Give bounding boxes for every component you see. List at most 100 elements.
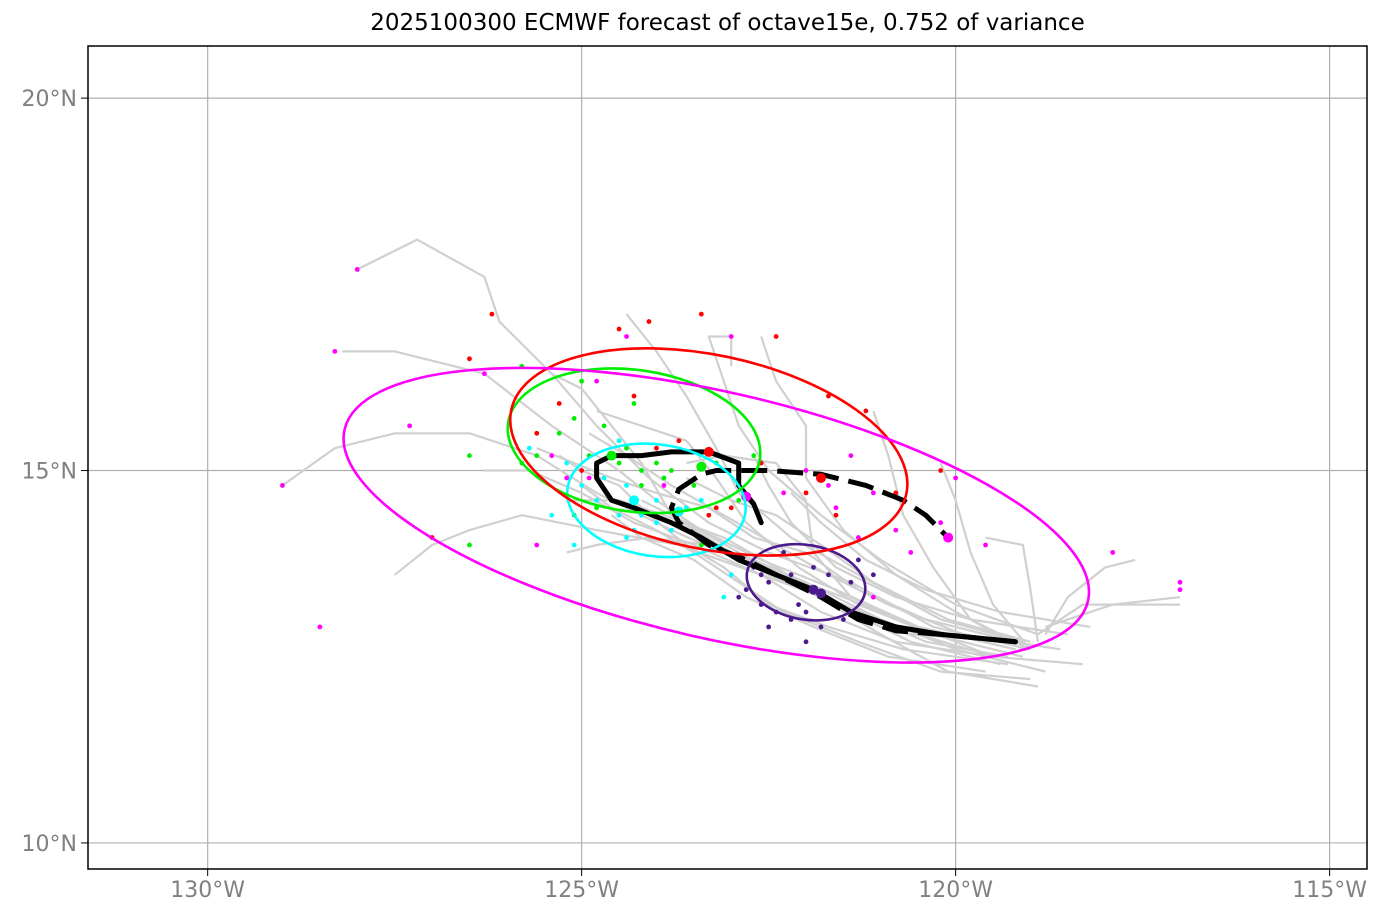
member-position-t2-16: [654, 520, 659, 526]
member-position-t3-20: [467, 542, 472, 548]
member-position-t2-15: [571, 542, 577, 548]
member-position-t5-20: [1177, 587, 1183, 593]
track-position-marker-9: [943, 532, 954, 543]
member-position-t2-13: [721, 594, 727, 600]
ensemble-track-12: [1037, 603, 1180, 636]
member-position-t1-11: [811, 564, 816, 570]
member-position-t2-3: [624, 483, 629, 488]
member-position-t4-7: [489, 311, 495, 317]
member-position-t5-23: [848, 453, 854, 459]
member-position-t5-19: [1110, 550, 1116, 555]
uncertainty-ellipse-t2: [565, 442, 747, 559]
member-position-t2-12: [728, 572, 734, 578]
ensemble-track-23: [596, 409, 1024, 658]
member-position-t2-4: [654, 497, 659, 503]
member-position-t5-14: [855, 535, 861, 540]
track-position-marker-1: [815, 588, 826, 599]
chart-title: 2025100300 ECMWF forecast of octave15e, …: [370, 10, 1085, 36]
x-tick-label: 115°W: [1292, 878, 1367, 903]
member-position-t5-13: [893, 527, 899, 533]
member-position-t4-12: [713, 505, 719, 511]
member-position-t2-7: [683, 505, 689, 511]
ensemble-track-5: [707, 335, 1039, 636]
member-position-t1-10: [781, 550, 786, 555]
member-position-t4-13: [728, 505, 734, 511]
member-position-t3-17: [751, 453, 757, 459]
uncertainty-ellipse-t1: [745, 542, 867, 622]
member-position-t5-9: [624, 334, 629, 339]
member-position-t5-10: [594, 378, 600, 384]
ensemble-track-26: [610, 514, 986, 673]
ensemble-track-19: [484, 469, 994, 658]
ensemble-track-21: [790, 492, 1091, 628]
x-tick-label: 125°W: [544, 878, 619, 903]
mean-track-dashed: [668, 468, 1016, 645]
member-position-t3-8: [534, 453, 540, 459]
member-position-t1-22: [758, 572, 764, 578]
member-position-t2-9: [601, 475, 607, 481]
y-tick-label: 10°N: [22, 832, 77, 857]
member-position-t3-5: [556, 430, 562, 436]
ensemble-track-8: [939, 462, 1032, 651]
ensemble-track-13: [536, 447, 1016, 643]
member-position-t1-15: [826, 572, 831, 578]
member-position-t5-26: [534, 542, 540, 548]
member-position-t1-5: [841, 617, 846, 622]
ensemble-track-14: [558, 454, 1009, 666]
member-position-t5-24: [781, 490, 786, 496]
track-position-marker-2: [629, 495, 640, 506]
member-position-t3-1: [616, 460, 622, 466]
ensemble-track-4: [625, 313, 1024, 643]
member-position-t5-15: [826, 483, 831, 488]
member-position-t3-14: [669, 468, 674, 473]
member-position-t5-22: [938, 520, 944, 526]
track-position-marker-4: [606, 450, 617, 461]
member-position-t5-28: [870, 594, 876, 600]
member-position-t5-7: [564, 475, 570, 481]
member-position-t5-17: [953, 475, 959, 481]
member-position-t4-23: [706, 512, 712, 518]
track-position-marker-7: [815, 472, 826, 483]
member-position-t4-9: [654, 445, 659, 451]
member-position-t5-11: [728, 334, 734, 339]
y-tick-label: 15°N: [22, 460, 77, 485]
member-position-t2-10: [564, 460, 570, 466]
member-position-t2-19: [549, 512, 555, 518]
member-position-t2-5: [579, 483, 585, 488]
member-position-t3-12: [639, 483, 644, 488]
member-position-t5-3: [317, 624, 323, 630]
member-position-t5-21: [1177, 579, 1183, 585]
member-position-t3-2: [639, 468, 644, 473]
member-position-t4-16: [893, 490, 899, 496]
member-position-t1-19: [855, 557, 861, 563]
track-position-marker-6: [703, 446, 714, 457]
member-position-t3-10: [631, 401, 637, 406]
member-position-t4-3: [646, 319, 652, 324]
member-position-t5-18: [983, 542, 988, 548]
x-tick-label: 130°W: [170, 878, 245, 903]
member-position-t5-1: [332, 348, 338, 354]
tick-labels: 130°W 125°W 120°W 115°W 20°N 15°N 10°N: [22, 87, 1368, 903]
member-position-t5-2: [280, 483, 285, 488]
member-position-t4-18: [803, 490, 809, 496]
member-position-t1-16: [736, 594, 742, 600]
member-position-t1-7: [796, 602, 801, 607]
member-position-t2-6: [594, 497, 600, 503]
ensemble-track-20: [752, 455, 1068, 636]
member-position-t3-3: [661, 475, 667, 481]
member-position-t4-8: [631, 393, 637, 399]
member-position-t3-11: [579, 378, 585, 384]
ensemble-track-25: [685, 477, 1031, 643]
member-position-t4-19: [826, 393, 831, 399]
member-position-t3-7: [624, 445, 629, 451]
member-position-t5-16: [870, 490, 876, 496]
member-position-t4-17: [938, 468, 944, 473]
member-position-t5-6: [549, 453, 555, 459]
uncertainty-ellipse-t5: [342, 366, 1091, 664]
member-position-t4-0: [579, 468, 585, 473]
uncertainty-ellipse-t4: [508, 347, 909, 557]
member-position-t3-15: [698, 542, 704, 548]
member-position-t5-27: [908, 550, 914, 555]
member-position-t3-4: [601, 423, 607, 429]
